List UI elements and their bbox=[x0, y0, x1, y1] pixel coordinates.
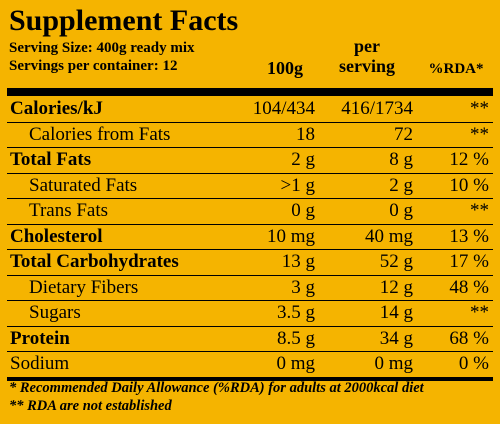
value-per-100g: 104/434 bbox=[252, 98, 315, 119]
value-per-serving: 2 g bbox=[389, 174, 413, 196]
servings-per-container: Servings per container: 12 bbox=[9, 58, 178, 74]
column-header-rda: %RDA* bbox=[428, 61, 484, 77]
value-per-100g: 13 g bbox=[281, 251, 315, 272]
nutrient-label: Protein bbox=[10, 327, 70, 349]
nutrient-label: Total Carbohydrates bbox=[10, 251, 179, 272]
nutrient-label: Cholesterol bbox=[10, 225, 103, 247]
nutrient-label: Saturated Fats bbox=[29, 174, 138, 196]
value-per-serving: 40 mg bbox=[364, 225, 413, 247]
value-per-100g: 2 g bbox=[291, 149, 315, 170]
value-rda: 68 % bbox=[449, 327, 489, 349]
value-per-100g: 3.5 g bbox=[277, 302, 315, 323]
value-per-serving: 72 bbox=[394, 123, 413, 145]
table-row: Total Carbohydrates 13 g 52 g 17 % bbox=[7, 249, 493, 275]
value-per-serving: 12 g bbox=[379, 276, 413, 298]
panel-title: Supplement Facts bbox=[9, 4, 239, 37]
value-per-serving: 14 g bbox=[379, 302, 413, 323]
value-per-serving: 34 g bbox=[379, 327, 413, 349]
table-row: Calories/kJ 104/434 416/1734 ** bbox=[7, 97, 493, 122]
value-per-100g: 0 g bbox=[291, 200, 315, 221]
table-row: Dietary Fibers 3 g 12 g 48 % bbox=[7, 274, 493, 301]
table-row: Sugars 3.5 g 14 g ** bbox=[7, 300, 493, 326]
value-rda: 10 % bbox=[449, 174, 489, 196]
table-row: Cholesterol 10 mg 40 mg 13 % bbox=[7, 223, 493, 250]
table-row: Saturated Fats >1 g 2 g 10 % bbox=[7, 172, 493, 199]
value-per-100g: >1 g bbox=[280, 174, 315, 196]
value-rda: ** bbox=[470, 98, 489, 119]
nutrient-label: Calories/kJ bbox=[10, 98, 103, 119]
value-rda: 12 % bbox=[449, 149, 489, 170]
nutrient-label: Dietary Fibers bbox=[29, 276, 139, 298]
table-row: Protein 8.5 g 34 g 68 % bbox=[7, 325, 493, 352]
footnote-rda: * Recommended Daily Allowance (%RDA) for… bbox=[9, 380, 424, 396]
value-per-serving: 0 g bbox=[389, 200, 413, 221]
value-rda: ** bbox=[470, 123, 489, 145]
serving-size: Serving Size: 400g ready mix bbox=[9, 40, 195, 56]
value-per-100g: 8.5 g bbox=[277, 327, 315, 349]
nutrient-label: Calories from Fats bbox=[29, 123, 171, 145]
column-header-per-serving: per serving bbox=[327, 36, 407, 76]
value-rda: ** bbox=[470, 200, 489, 221]
table-row: Sodium 0 mg 0 mg 0 % bbox=[7, 351, 493, 381]
value-per-serving: 8 g bbox=[389, 149, 413, 170]
value-per-100g: 18 bbox=[296, 123, 315, 145]
value-per-100g: 0 mg bbox=[276, 353, 315, 374]
value-rda: 0 % bbox=[458, 353, 489, 374]
value-per-serving: 416/1734 bbox=[341, 98, 413, 119]
nutrient-label: Trans Fats bbox=[29, 200, 109, 221]
supplement-facts-panel: Supplement Facts Serving Size: 400g read… bbox=[7, 4, 493, 420]
value-rda: ** bbox=[470, 302, 489, 323]
value-per-serving: 52 g bbox=[379, 251, 413, 272]
table-row: Calories from Fats 18 72 ** bbox=[7, 121, 493, 148]
value-rda: 48 % bbox=[449, 276, 489, 298]
table-row: Total Fats 2 g 8 g 12 % bbox=[7, 147, 493, 173]
nutrient-table: Calories/kJ 104/434 416/1734 ** Calories fro… bbox=[7, 97, 493, 381]
table-row: Trans Fats 0 g 0 g ** bbox=[7, 198, 493, 224]
value-per-serving: 0 mg bbox=[374, 353, 413, 374]
nutrient-label: Sugars bbox=[29, 302, 81, 323]
footnote-not-established: ** RDA are not established bbox=[9, 398, 172, 414]
nutrient-label: Sodium bbox=[10, 353, 70, 374]
value-per-100g: 10 mg bbox=[266, 225, 315, 247]
thick-divider bbox=[7, 88, 493, 96]
nutrient-label: Total Fats bbox=[10, 149, 92, 170]
value-per-100g: 3 g bbox=[291, 276, 315, 298]
column-header-per-serving-line2: serving bbox=[339, 56, 395, 76]
value-rda: 13 % bbox=[449, 225, 489, 247]
value-rda: 17 % bbox=[449, 251, 489, 272]
column-header-100g: 100g bbox=[267, 58, 303, 78]
column-header-per-serving-line1: per bbox=[354, 36, 380, 56]
